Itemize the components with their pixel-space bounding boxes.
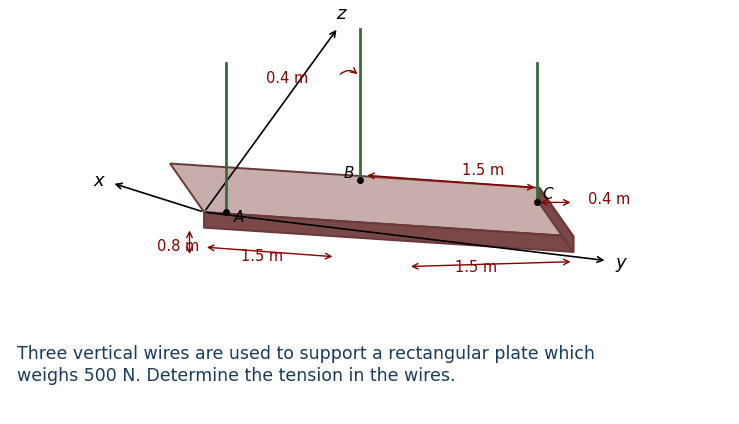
Polygon shape <box>204 212 573 252</box>
Text: z: z <box>336 5 346 22</box>
Text: Three vertical wires are used to support a rectangular plate which: Three vertical wires are used to support… <box>18 345 596 363</box>
Text: B: B <box>344 166 355 181</box>
Text: A: A <box>234 210 245 225</box>
Text: 1.5 m: 1.5 m <box>455 260 497 275</box>
Text: 1.5 m: 1.5 m <box>242 249 284 264</box>
Text: y: y <box>615 254 626 272</box>
Polygon shape <box>539 188 573 252</box>
Text: 0.4 m: 0.4 m <box>588 192 630 207</box>
Text: C: C <box>542 187 553 203</box>
Text: x: x <box>94 172 104 190</box>
Text: weighs 500 N. Determine the tension in the wires.: weighs 500 N. Determine the tension in t… <box>18 367 456 385</box>
Text: 0.4 m: 0.4 m <box>265 71 308 86</box>
Text: 0.8 m: 0.8 m <box>157 239 199 254</box>
Text: 1.5 m: 1.5 m <box>462 163 504 178</box>
Polygon shape <box>170 164 573 237</box>
